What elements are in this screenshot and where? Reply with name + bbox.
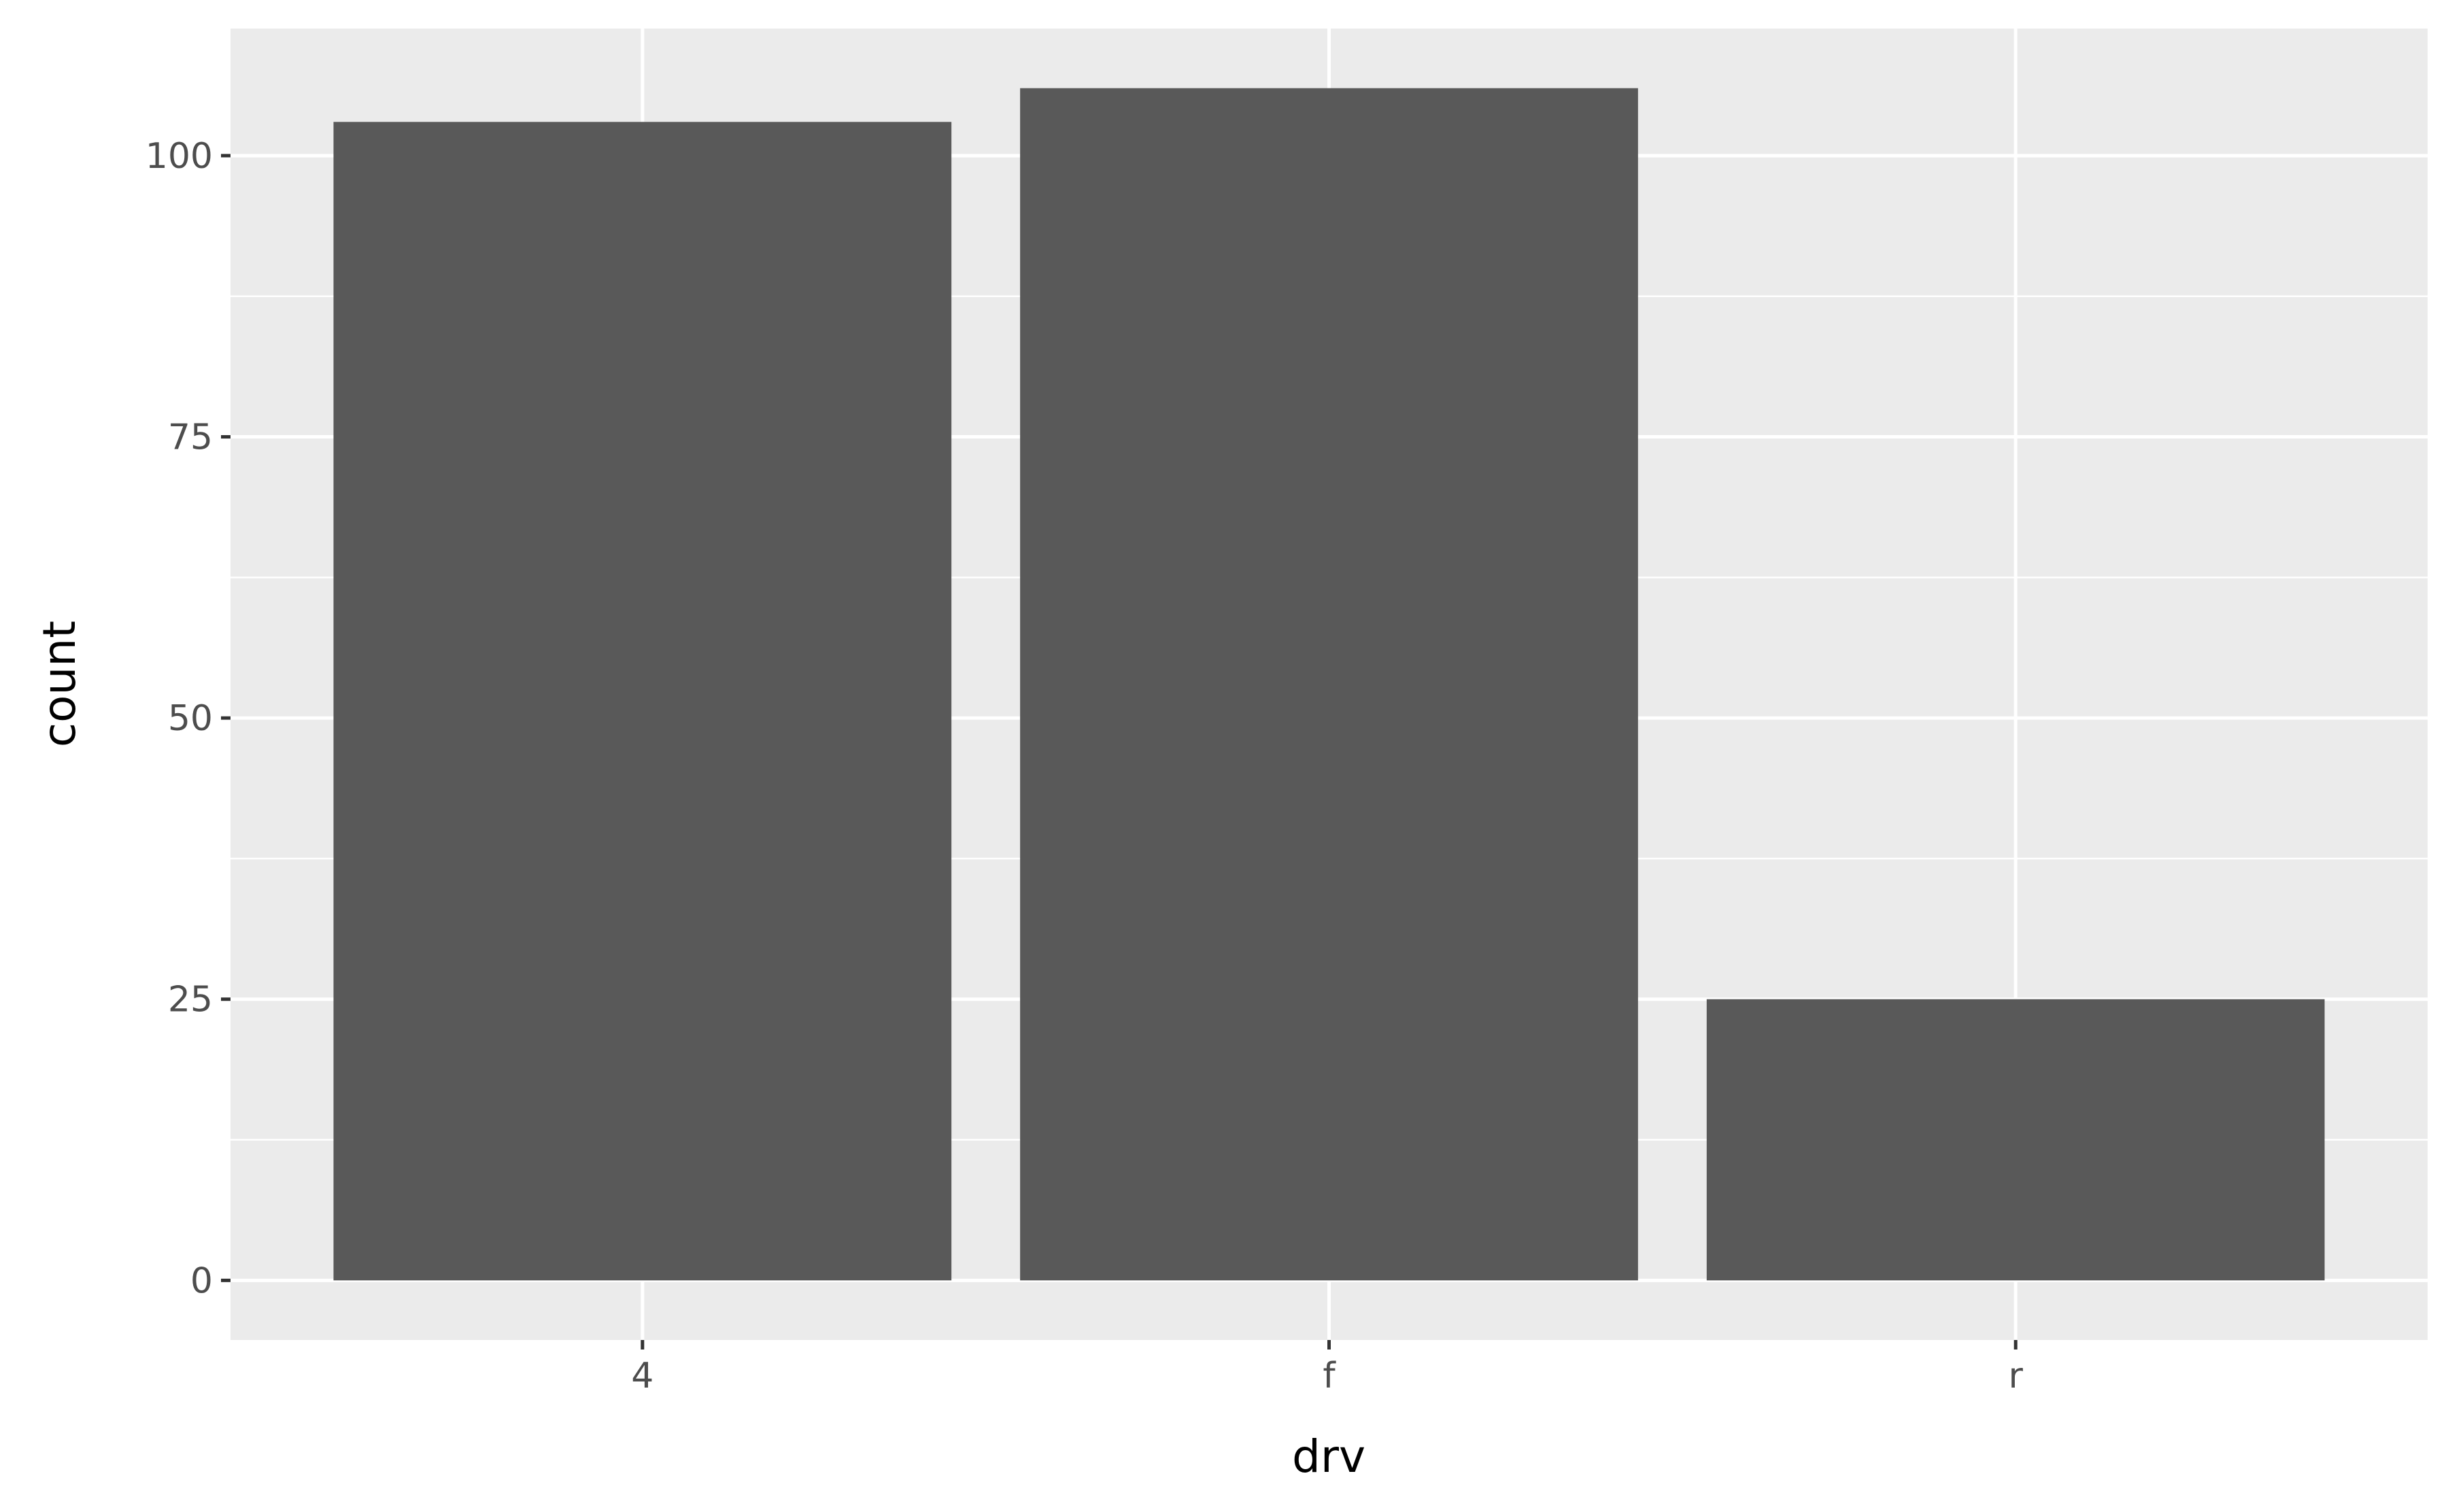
bars [333, 88, 2325, 1281]
x-tick-label: 4 [631, 1356, 653, 1396]
y-tick-label: 0 [190, 1260, 213, 1301]
x-axis: 4 f r [631, 1340, 2023, 1396]
y-axis-title: count [33, 621, 86, 747]
x-tick-label: f [1323, 1356, 1336, 1396]
y-axis: 0 25 50 75 100 [146, 136, 231, 1301]
bar-f [1020, 88, 1638, 1281]
y-tick-label: 50 [168, 698, 213, 739]
bar-4 [333, 122, 952, 1281]
y-tick-label: 25 [168, 980, 213, 1020]
x-tick-label: r [2008, 1356, 2023, 1396]
y-tick-label: 75 [168, 417, 213, 458]
x-axis-title: drv [1292, 1430, 1365, 1483]
y-tick-label: 100 [146, 136, 213, 177]
bar-r [1706, 999, 2325, 1281]
